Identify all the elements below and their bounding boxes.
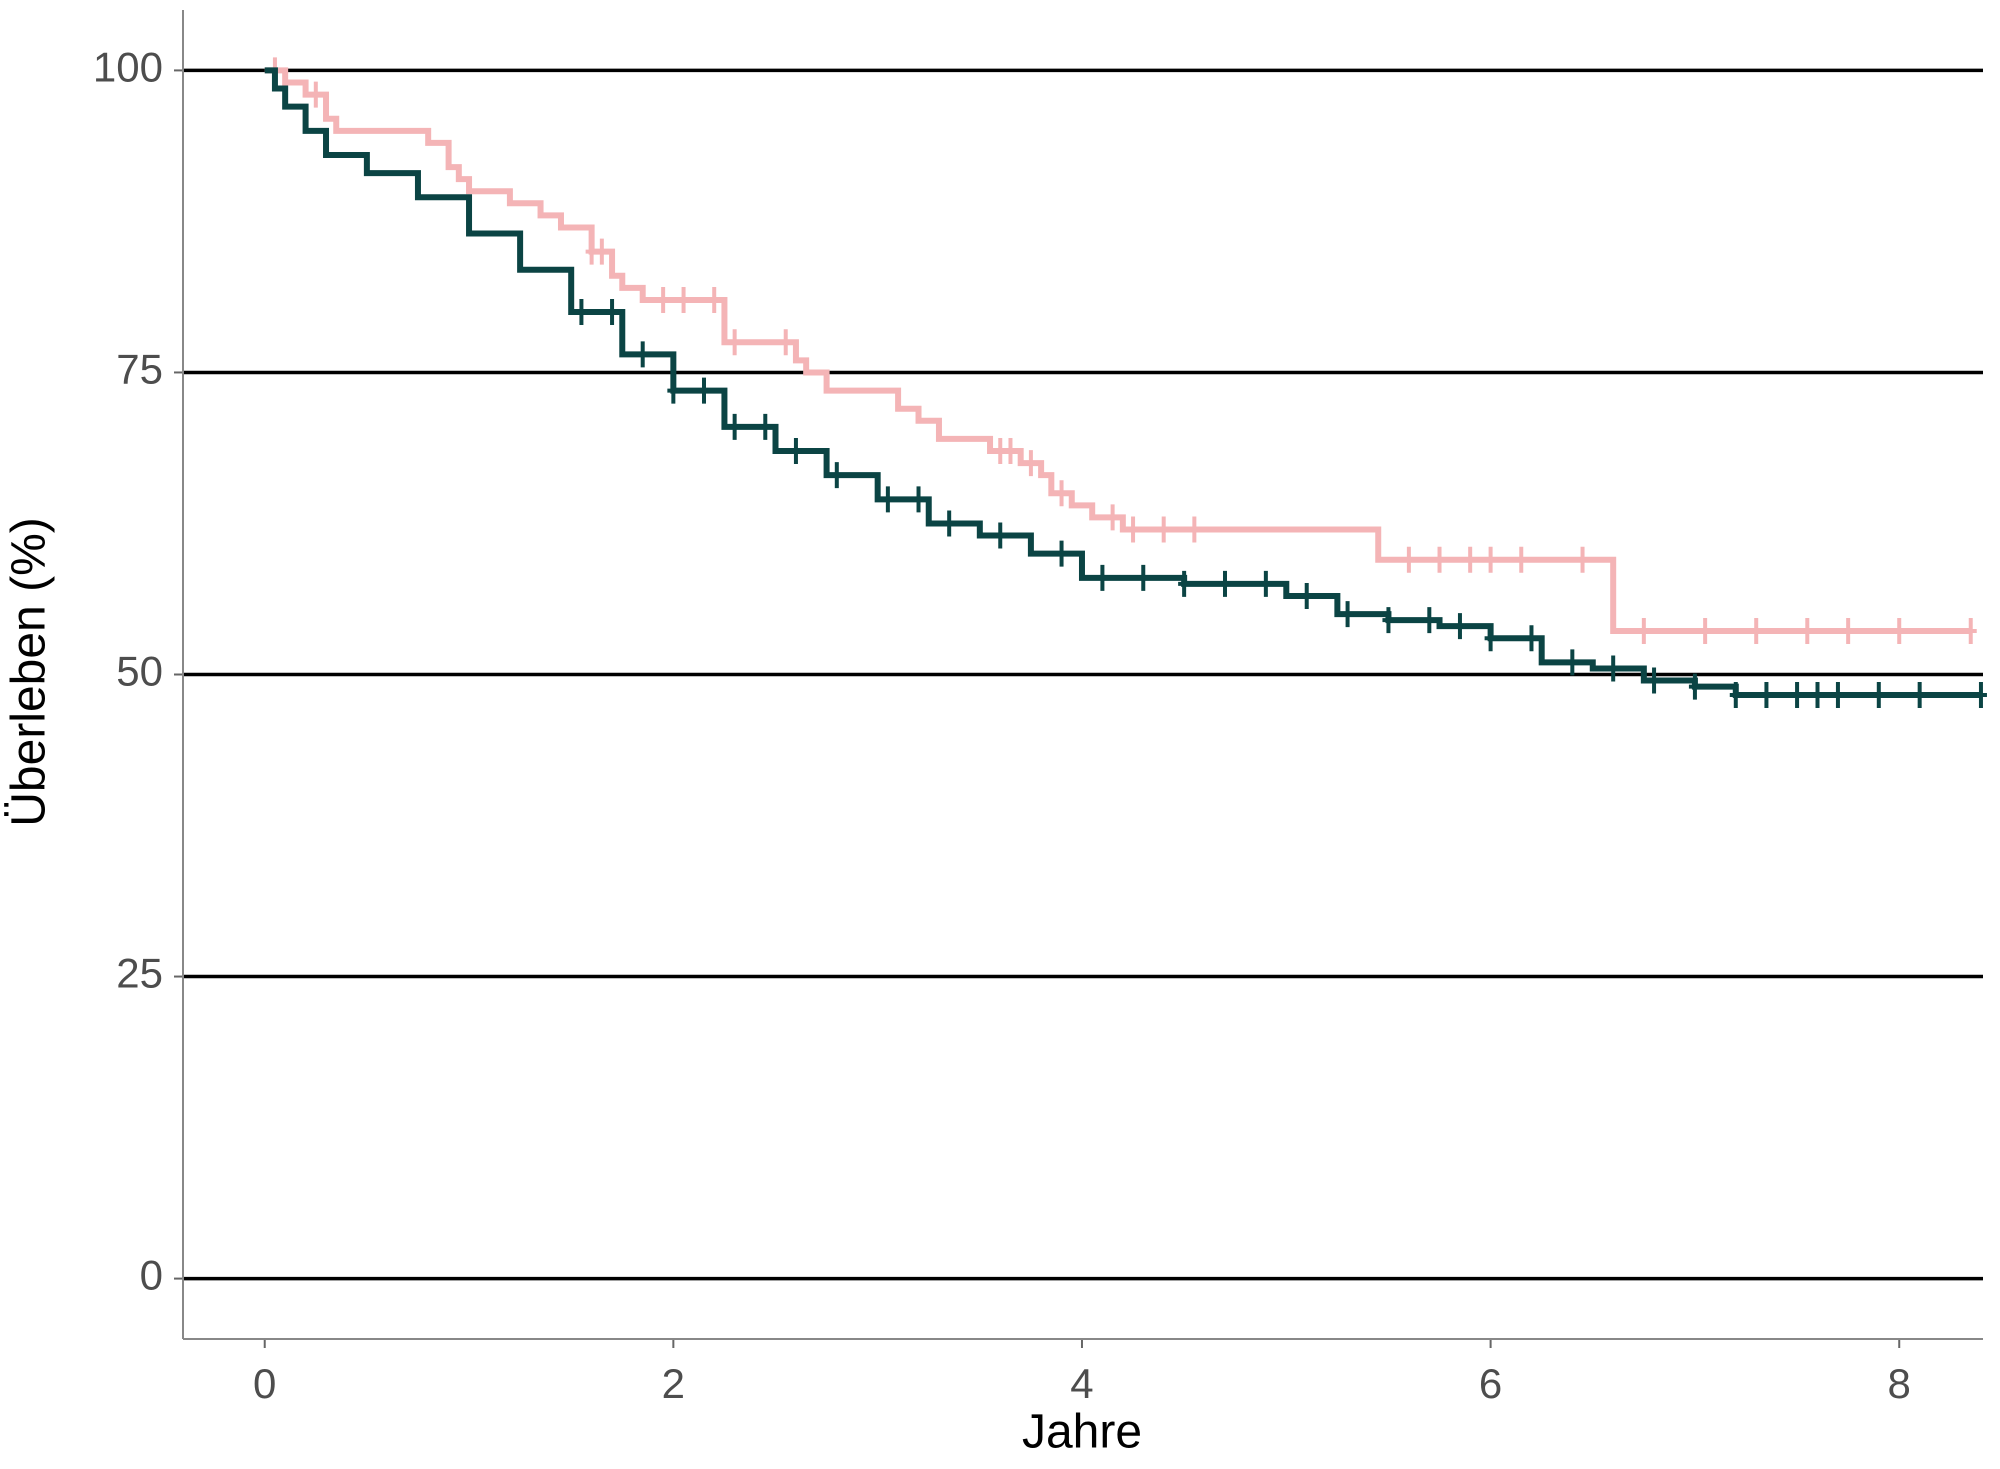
censor-mark xyxy=(1688,673,1701,700)
censor-mark xyxy=(1750,618,1763,645)
censor-mark xyxy=(830,462,843,489)
x-tick-label: 0 xyxy=(253,1360,276,1407)
censor-mark xyxy=(1157,516,1170,543)
censor-mark xyxy=(1423,607,1436,634)
censor-mark xyxy=(1648,667,1661,694)
censor-mark xyxy=(1484,546,1497,573)
censor-mark xyxy=(1178,570,1191,597)
censor-mark xyxy=(667,377,680,404)
censor-mark xyxy=(1974,682,1987,709)
censor-mark xyxy=(1484,625,1497,652)
censor-mark xyxy=(1004,437,1017,464)
y-tick-label: 0 xyxy=(140,1252,163,1299)
censor-mark xyxy=(728,329,741,356)
censor-mark xyxy=(1525,625,1538,652)
censor-mark xyxy=(1300,582,1313,609)
censor-mark xyxy=(1402,546,1415,573)
censor-mark xyxy=(1831,682,1844,709)
censor-mark xyxy=(1729,682,1742,709)
censor-mark xyxy=(912,486,925,513)
censor-mark xyxy=(585,238,598,265)
censor-mark xyxy=(1893,618,1906,645)
censor-mark xyxy=(1137,564,1150,591)
x-tick-label: 2 xyxy=(662,1360,685,1407)
censor-mark xyxy=(595,238,608,265)
censor-mark xyxy=(881,486,894,513)
censor-mark xyxy=(994,522,1007,549)
censor-mark xyxy=(1055,480,1068,507)
censor-mark xyxy=(1259,570,1272,597)
y-tick-label: 100 xyxy=(93,44,163,91)
censor-mark xyxy=(779,329,792,356)
y-tick-label: 25 xyxy=(116,950,163,997)
censor-mark xyxy=(697,377,710,404)
censor-mark xyxy=(1791,682,1804,709)
censor-mark xyxy=(1055,540,1068,567)
censor-mark xyxy=(728,413,741,440)
censor-mark xyxy=(1964,618,1977,645)
censor-mark xyxy=(1576,546,1589,573)
censor-mark xyxy=(677,286,690,313)
censor-mark xyxy=(1188,516,1201,543)
censor-mark xyxy=(1607,655,1620,682)
censor-mark xyxy=(789,437,802,464)
censor-mark xyxy=(575,299,588,326)
censor-mark xyxy=(1433,546,1446,573)
x-tick-label: 8 xyxy=(1888,1360,1911,1407)
censor-mark xyxy=(636,341,649,368)
censor-mark xyxy=(1760,682,1773,709)
censor-mark xyxy=(943,510,956,537)
censor-mark xyxy=(1096,564,1109,591)
censor-mark xyxy=(708,286,721,313)
y-tick-label: 75 xyxy=(116,346,163,393)
censor-mark xyxy=(1515,546,1528,573)
censor-mark xyxy=(1811,682,1824,709)
x-tick-label: 4 xyxy=(1070,1360,1093,1407)
censor-mark xyxy=(994,437,1007,464)
x-tick-label: 6 xyxy=(1479,1360,1502,1407)
censor-mark xyxy=(1464,546,1477,573)
censor-mark xyxy=(1872,682,1885,709)
censor-mark xyxy=(1127,516,1140,543)
censor-mark xyxy=(1341,601,1354,628)
censor-mark xyxy=(1453,613,1466,640)
censor-mark xyxy=(759,413,772,440)
censor-mark xyxy=(1106,504,1119,531)
y-axis-title: Überleben (%) xyxy=(3,517,56,826)
censor-mark xyxy=(1801,618,1814,645)
censor-mark xyxy=(1382,607,1395,634)
censor-mark xyxy=(1566,649,1579,676)
x-axis-title: Jahre xyxy=(1022,1406,1142,1459)
survival-curve xyxy=(264,67,1981,699)
censor-mark xyxy=(1637,618,1650,645)
censor-mark xyxy=(1913,682,1926,709)
censor-mark xyxy=(606,299,619,326)
censor-mark xyxy=(657,286,670,313)
y-tick-label: 50 xyxy=(116,648,163,695)
censor-mark xyxy=(1024,450,1037,477)
survival-curve xyxy=(264,67,1971,635)
censor-mark xyxy=(1219,570,1231,597)
censor-mark xyxy=(1699,618,1712,645)
censor-mark xyxy=(1842,618,1855,645)
censor-mark xyxy=(309,81,322,108)
